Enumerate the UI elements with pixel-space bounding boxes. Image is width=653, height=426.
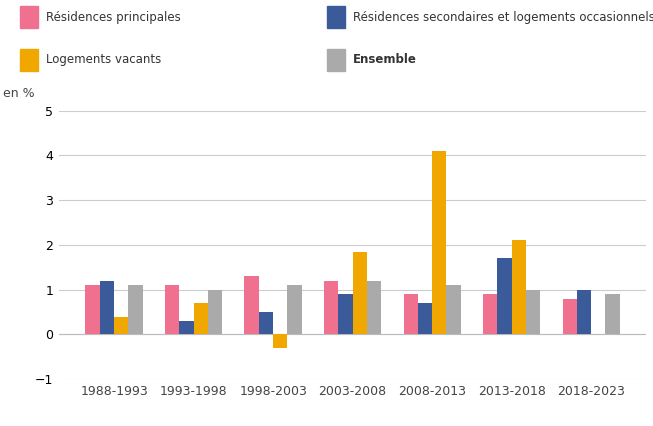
- Bar: [512, 240, 526, 334]
- Text: en %: en %: [3, 87, 35, 100]
- Bar: [367, 281, 381, 334]
- Bar: [324, 281, 338, 334]
- Bar: [605, 294, 620, 334]
- Bar: [418, 303, 432, 334]
- Bar: [129, 285, 143, 334]
- Bar: [100, 281, 114, 334]
- Bar: [338, 294, 353, 334]
- Bar: [483, 294, 498, 334]
- Text: Logements vacants: Logements vacants: [46, 53, 161, 66]
- Bar: [577, 290, 591, 334]
- Bar: [114, 317, 129, 334]
- Bar: [86, 285, 100, 334]
- Text: Résidences secondaires et logements occasionnels: Résidences secondaires et logements occa…: [353, 11, 653, 23]
- Bar: [404, 294, 418, 334]
- Bar: [180, 321, 193, 334]
- Bar: [526, 290, 540, 334]
- Bar: [447, 285, 461, 334]
- Bar: [498, 258, 512, 334]
- Bar: [208, 290, 222, 334]
- Text: Ensemble: Ensemble: [353, 53, 417, 66]
- Bar: [273, 334, 287, 348]
- Bar: [165, 285, 180, 334]
- Bar: [287, 285, 302, 334]
- Bar: [244, 276, 259, 334]
- Bar: [562, 299, 577, 334]
- Bar: [259, 312, 273, 334]
- Text: Résidences principales: Résidences principales: [46, 11, 180, 23]
- Bar: [432, 151, 447, 334]
- Bar: [193, 303, 208, 334]
- Bar: [353, 252, 367, 334]
